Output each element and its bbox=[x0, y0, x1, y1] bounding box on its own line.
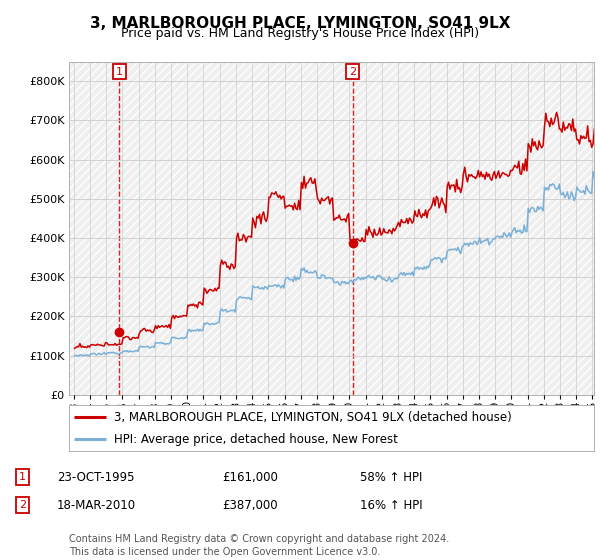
Text: £161,000: £161,000 bbox=[222, 470, 278, 484]
Text: 1: 1 bbox=[116, 67, 123, 77]
Text: 18-MAR-2010: 18-MAR-2010 bbox=[57, 498, 136, 512]
Text: 3, MARLBOROUGH PLACE, LYMINGTON, SO41 9LX (detached house): 3, MARLBOROUGH PLACE, LYMINGTON, SO41 9L… bbox=[113, 411, 511, 424]
Text: 1: 1 bbox=[19, 472, 26, 482]
Text: 58% ↑ HPI: 58% ↑ HPI bbox=[360, 470, 422, 484]
Text: HPI: Average price, detached house, New Forest: HPI: Average price, detached house, New … bbox=[113, 433, 398, 446]
Text: 16% ↑ HPI: 16% ↑ HPI bbox=[360, 498, 422, 512]
Text: Contains HM Land Registry data © Crown copyright and database right 2024.
This d: Contains HM Land Registry data © Crown c… bbox=[69, 534, 449, 557]
Text: £387,000: £387,000 bbox=[222, 498, 278, 512]
Text: 2: 2 bbox=[349, 67, 356, 77]
Text: 23-OCT-1995: 23-OCT-1995 bbox=[57, 470, 134, 484]
Text: 2: 2 bbox=[19, 500, 26, 510]
Text: Price paid vs. HM Land Registry's House Price Index (HPI): Price paid vs. HM Land Registry's House … bbox=[121, 27, 479, 40]
Text: 3, MARLBOROUGH PLACE, LYMINGTON, SO41 9LX: 3, MARLBOROUGH PLACE, LYMINGTON, SO41 9L… bbox=[90, 16, 510, 31]
